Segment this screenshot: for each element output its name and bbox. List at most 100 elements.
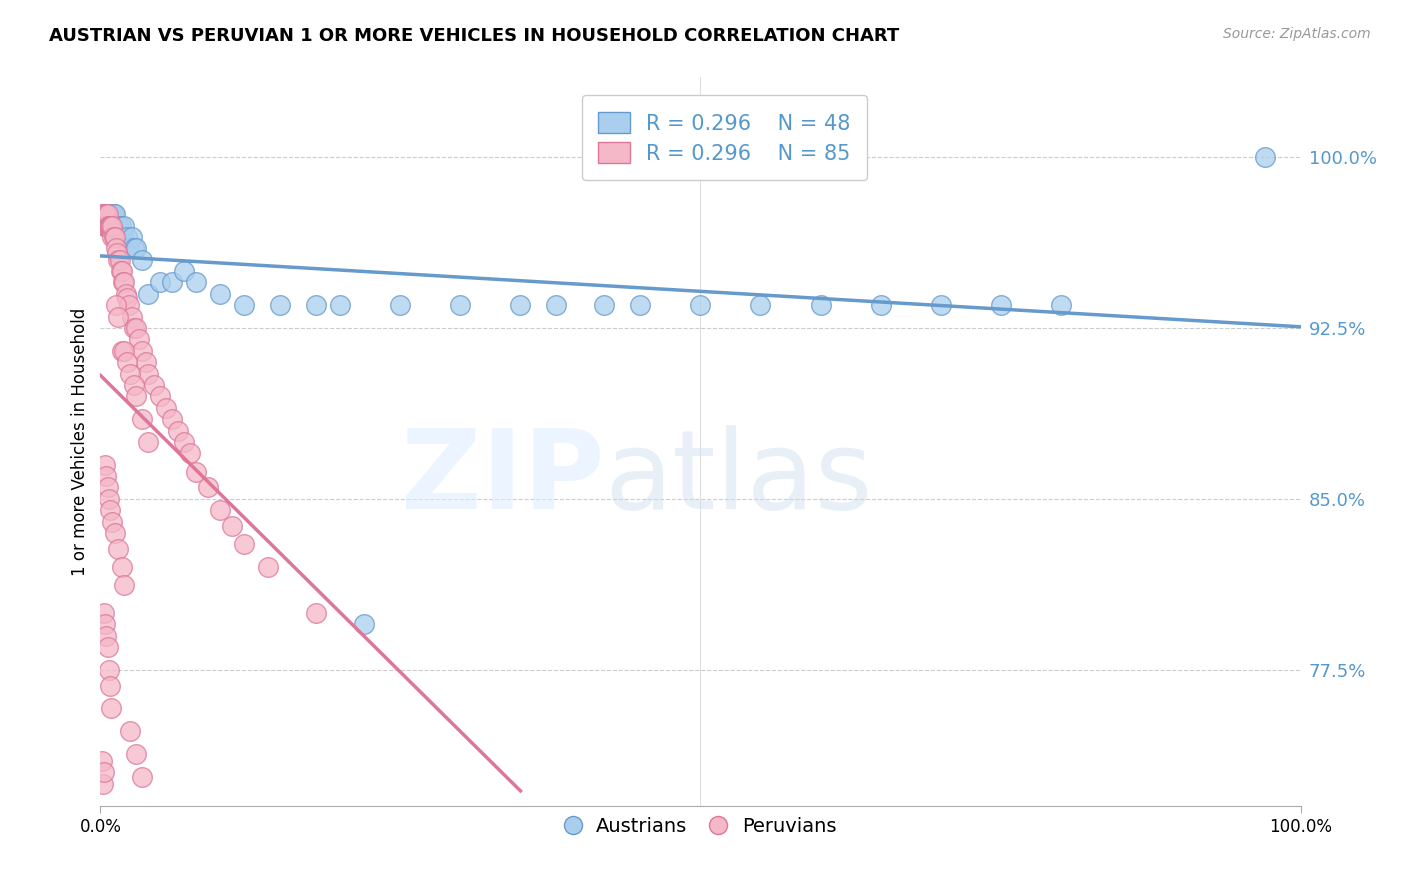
Point	[101, 207, 124, 221]
Point	[96, 640, 118, 654]
Point	[120, 724, 142, 739]
Text: atlas: atlas	[605, 425, 873, 532]
Point	[104, 241, 127, 255]
Point	[93, 207, 115, 221]
Y-axis label: 1 or more Vehicles in Household: 1 or more Vehicles in Household	[72, 308, 89, 576]
Point	[96, 219, 118, 233]
Point	[810, 298, 832, 312]
Point	[125, 389, 148, 403]
Point	[100, 219, 122, 233]
Point	[929, 298, 952, 312]
Point	[100, 701, 122, 715]
Point	[91, 776, 114, 790]
Point	[115, 230, 138, 244]
Point	[98, 207, 121, 221]
Point	[93, 606, 115, 620]
Point	[630, 298, 652, 312]
Point	[100, 219, 122, 233]
Point	[131, 343, 153, 358]
Point	[120, 367, 142, 381]
Point	[104, 219, 127, 233]
Point	[186, 276, 208, 290]
Point	[103, 207, 125, 221]
Point	[93, 219, 115, 233]
Point	[112, 219, 135, 233]
Point	[305, 606, 328, 620]
Point	[990, 298, 1012, 312]
Point	[197, 481, 219, 495]
Point	[96, 207, 118, 221]
Point	[122, 321, 145, 335]
Point	[94, 207, 117, 221]
Point	[749, 298, 772, 312]
Point	[104, 230, 127, 244]
Point	[138, 434, 160, 449]
Point	[96, 207, 118, 221]
Point	[98, 219, 121, 233]
Point	[104, 207, 127, 221]
Point	[111, 343, 134, 358]
Point	[118, 298, 141, 312]
Point	[179, 446, 201, 460]
Point	[122, 378, 145, 392]
Point	[103, 230, 125, 244]
Point	[209, 503, 232, 517]
Point	[122, 241, 145, 255]
Point	[546, 298, 568, 312]
Point	[115, 355, 138, 369]
Point	[1253, 150, 1275, 164]
Point	[353, 617, 375, 632]
Point	[112, 276, 135, 290]
Point	[94, 219, 117, 233]
Point	[98, 679, 121, 693]
Point	[389, 298, 412, 312]
Point	[97, 219, 120, 233]
Legend: Austrians, Peruvians: Austrians, Peruvians	[557, 810, 844, 844]
Point	[97, 491, 120, 506]
Point	[94, 617, 117, 632]
Point	[96, 219, 118, 233]
Point	[93, 765, 115, 780]
Point	[155, 401, 177, 415]
Point	[108, 252, 131, 267]
Point	[96, 628, 118, 642]
Point	[111, 264, 134, 278]
Point	[173, 264, 195, 278]
Point	[167, 424, 190, 438]
Point	[104, 526, 127, 541]
Point	[114, 286, 136, 301]
Point	[112, 343, 135, 358]
Point	[509, 298, 531, 312]
Point	[143, 378, 166, 392]
Point	[689, 298, 711, 312]
Point	[94, 207, 117, 221]
Point	[108, 230, 131, 244]
Point	[1049, 298, 1071, 312]
Point	[112, 578, 135, 592]
Point	[97, 219, 120, 233]
Point	[97, 663, 120, 677]
Point	[221, 519, 243, 533]
Text: Source: ZipAtlas.com: Source: ZipAtlas.com	[1223, 27, 1371, 41]
Point	[107, 310, 129, 324]
Point	[305, 298, 328, 312]
Point	[94, 458, 117, 472]
Point	[105, 245, 128, 260]
Point	[128, 333, 150, 347]
Point	[107, 252, 129, 267]
Point	[138, 286, 160, 301]
Point	[138, 367, 160, 381]
Point	[233, 298, 256, 312]
Point	[96, 207, 118, 221]
Point	[131, 770, 153, 784]
Point	[97, 219, 120, 233]
Point	[449, 298, 471, 312]
Point	[135, 355, 157, 369]
Point	[257, 560, 280, 574]
Point	[110, 264, 132, 278]
Point	[96, 207, 118, 221]
Point	[91, 207, 114, 221]
Point	[96, 481, 118, 495]
Point	[101, 219, 124, 233]
Point	[112, 276, 135, 290]
